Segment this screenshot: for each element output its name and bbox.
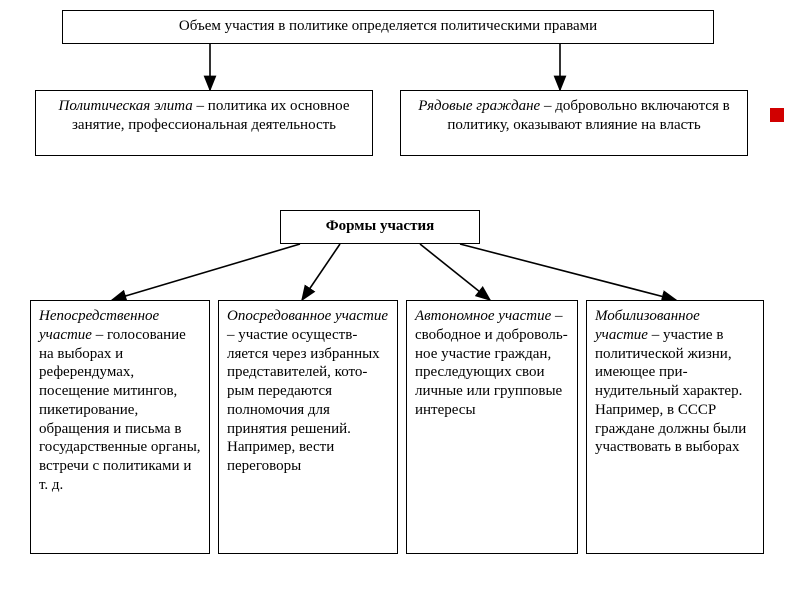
mobilized-box: Мобилизованное участие – уча­стие в поли…	[586, 300, 764, 554]
mediated-box: Опосредованное участие – уча­стие осущес…	[218, 300, 398, 554]
header-text: Объем участия в политике определяется по…	[179, 18, 597, 34]
direct-box: Непосредственное участие – голосо­вание …	[30, 300, 210, 554]
mediated-term: Опосредованное участие	[227, 308, 388, 324]
forms-title-text: Формы участия	[326, 218, 434, 234]
mediated-rest: – уча­стие осуществ­ляется через избранн…	[227, 327, 380, 474]
direct-rest: – голосо­вание на выборах и референдумах…	[39, 327, 201, 493]
citizens-text: Рядовые граждане – добровольно включаютс…	[418, 98, 729, 133]
citizens-term: Рядовые граждане	[418, 98, 540, 114]
arrow	[302, 244, 340, 300]
elite-text: Политическая элита – политика их основно…	[59, 98, 350, 133]
forms-title-box: Формы участия	[280, 210, 480, 244]
citizens-box: Рядовые граждане – добровольно включаютс…	[400, 90, 748, 156]
arrow	[420, 244, 490, 300]
slide-marker-icon	[770, 108, 784, 122]
autonomous-term: Автономное участие	[415, 308, 551, 324]
elite-term: Политическая элита	[59, 98, 193, 114]
elite-box: Политическая элита – политика их основно…	[35, 90, 373, 156]
autonomous-rest: – свободное и доброволь­ное участие граж…	[415, 308, 568, 418]
arrow	[112, 244, 300, 300]
autonomous-box: Автономное участие – свободное и доброво…	[406, 300, 578, 554]
mobilized-rest: – уча­стие в полити­ческой жизни, имеюще…	[595, 327, 746, 456]
arrow	[460, 244, 676, 300]
header-box: Объем участия в политике определяется по…	[62, 10, 714, 44]
